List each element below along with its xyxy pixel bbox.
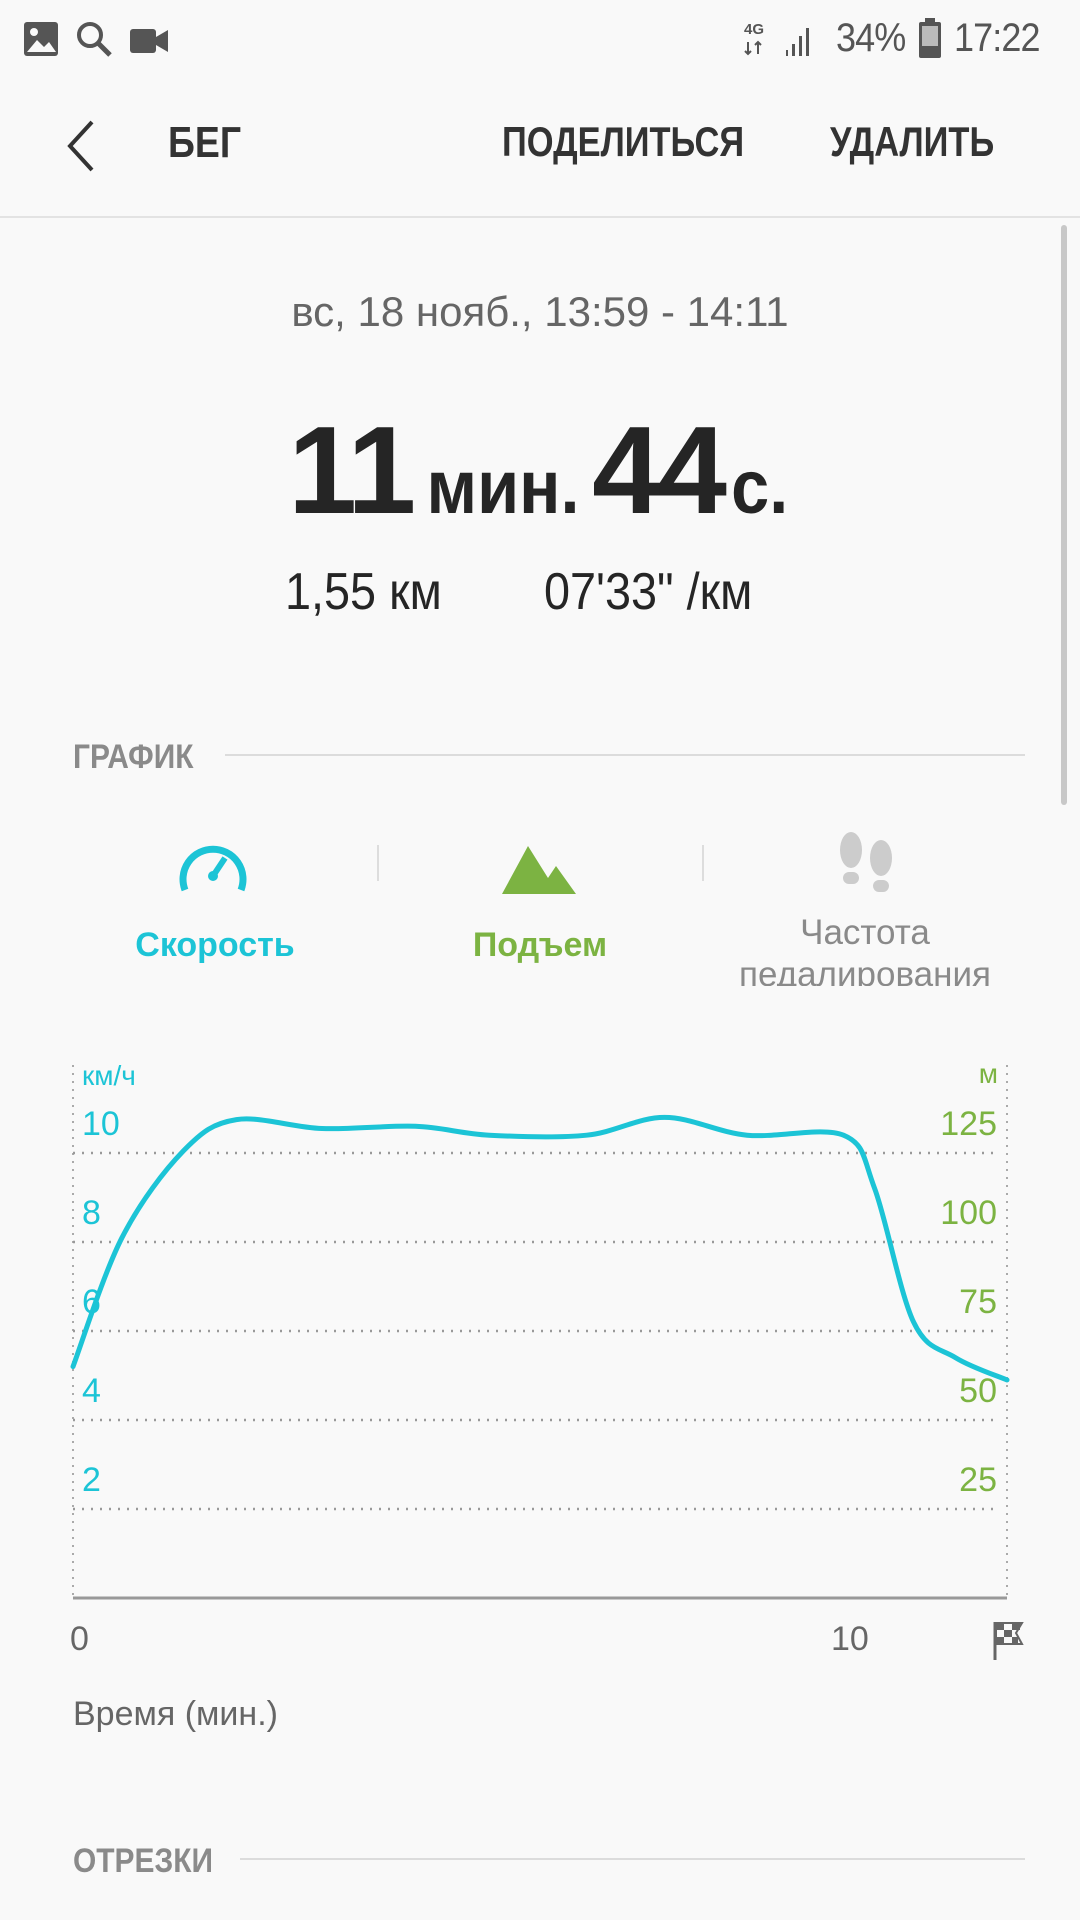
workout-date: вс, 18 нояб., 13:59 - 14:11 (291, 288, 789, 335)
right-y-tick: 125 (940, 1105, 997, 1143)
right-axis-label: м (978, 1058, 998, 1089)
status-bar: 4G 34% 17:22 (0, 0, 1080, 80)
share-button[interactable]: ПОДЕЛИТЬСЯ (502, 118, 745, 165)
duration-seconds: 44 (592, 402, 727, 540)
tab-label: Скорость (135, 926, 295, 964)
left-y-tick: 4 (82, 1372, 101, 1410)
tab-label: Подъем (472, 926, 608, 964)
left-y-tick: 2 (82, 1461, 101, 1499)
network-type: 4G (744, 21, 764, 38)
speedometer-icon (179, 845, 247, 892)
minutes-unit: мин. (426, 445, 580, 530)
battery-icon (919, 18, 941, 58)
signal-icon (786, 28, 809, 56)
clock: 17:22 (954, 16, 1040, 60)
back-button[interactable] (62, 118, 102, 174)
gallery-icon (24, 22, 58, 56)
tab-separator (377, 845, 379, 881)
tab-elevation[interactable]: Подъем (380, 830, 700, 980)
header-divider (0, 216, 1080, 218)
tab-cadence[interactable]: Частота педалирования (705, 830, 1025, 986)
finish-flag-icon (993, 1622, 1024, 1660)
distance: 1,55 км (285, 563, 442, 621)
scrollbar[interactable] (1061, 225, 1067, 805)
pace: 07'33" /км (544, 563, 753, 621)
right-y-tick: 50 (959, 1372, 997, 1410)
video-icon (130, 29, 168, 53)
network-icons: 4G (744, 21, 809, 56)
tab-label: Частота педалирования (739, 913, 991, 986)
delete-button[interactable]: УДАЛИТЬ (830, 118, 995, 165)
chevron-left-icon (67, 120, 94, 172)
left-y-tick: 6 (82, 1283, 101, 1321)
tab-speed[interactable]: Скорость (55, 830, 375, 980)
search-icon (77, 22, 112, 57)
tab-separator (702, 845, 704, 881)
x-tick: 0 (70, 1620, 89, 1658)
mountain-icon (502, 846, 576, 894)
segments-section-title: ОТРЕЗКИ (73, 1842, 213, 1880)
footsteps-icon (840, 832, 892, 892)
right-y-tick: 75 (959, 1283, 997, 1321)
left-axis-label: км/ч (82, 1060, 136, 1091)
notification-icons (24, 22, 168, 57)
section-divider (240, 1858, 1025, 1860)
page-title: БЕГ (168, 118, 242, 167)
seconds-unit: с. (731, 445, 789, 530)
graph-section-title: ГРАФИК (73, 738, 194, 776)
workout-duration: 11 мин. 44 с. (0, 400, 1080, 542)
left-y-tick: 8 (82, 1194, 101, 1232)
right-y-tick: 100 (940, 1194, 997, 1232)
left-y-tick: 10 (82, 1105, 120, 1143)
section-divider (225, 754, 1025, 756)
x-axis-label: Время (мин.) (73, 1695, 278, 1733)
duration-minutes: 11 (288, 402, 416, 540)
battery-percent: 34% (836, 16, 906, 60)
right-y-tick: 25 (959, 1461, 997, 1499)
x-tick: 10 (831, 1620, 869, 1658)
speed-line (70, 1114, 1010, 1383)
